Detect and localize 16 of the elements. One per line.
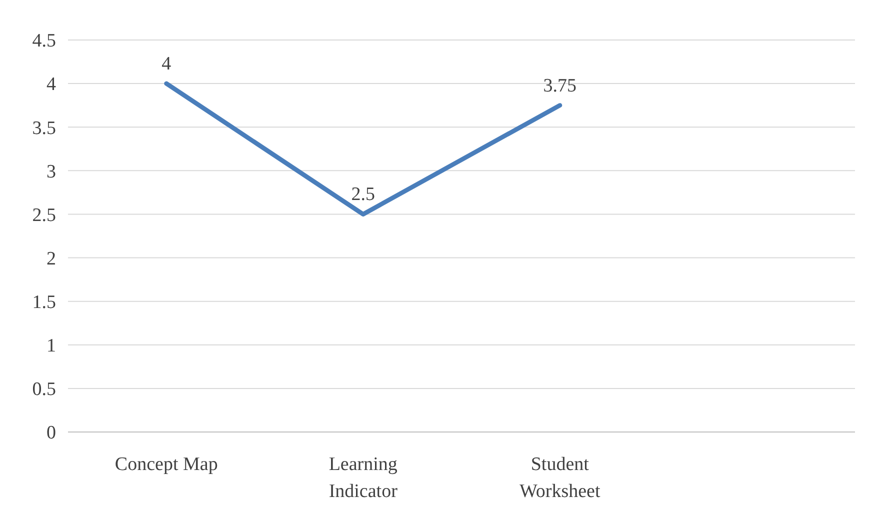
- y-tick-label: 0.5: [32, 379, 56, 400]
- y-tick-label: 2.5: [32, 204, 56, 226]
- y-tick-label: 4.5: [32, 30, 56, 52]
- y-tick-label: 1.5: [32, 292, 56, 313]
- data-label: 4: [162, 54, 172, 75]
- y-tick-label: 4: [46, 74, 56, 96]
- x-tick-label: Learning Indicator: [328, 454, 398, 502]
- x-tick-label: Student Worksheet: [519, 454, 601, 502]
- y-tick-label: 3: [46, 161, 56, 182]
- y-tick-label: 1: [46, 336, 56, 357]
- data-label: 3.75: [543, 75, 576, 96]
- data-label: 2.5: [351, 184, 375, 206]
- y-tick-label: 0: [46, 422, 56, 444]
- y-tick-label: 2: [46, 248, 56, 270]
- x-tick-label: Concept Map: [114, 454, 218, 475]
- y-tick-label: 3.5: [32, 118, 56, 139]
